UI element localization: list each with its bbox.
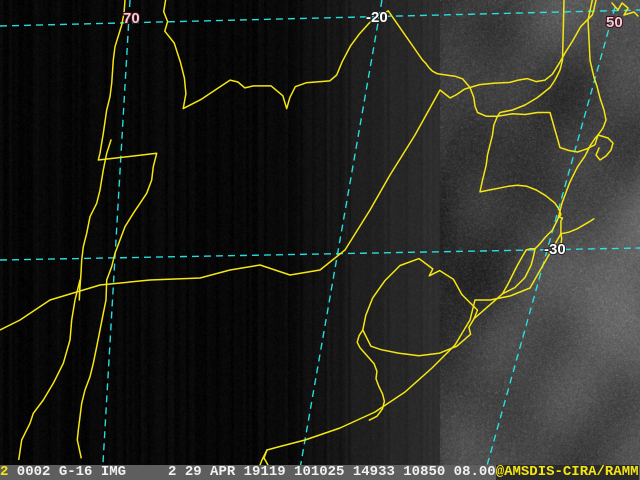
svg-text:-20: -20 (366, 9, 388, 26)
svg-text:50: 50 (606, 14, 623, 31)
svg-text:-30: -30 (544, 241, 566, 258)
svg-text:70: 70 (123, 10, 140, 27)
